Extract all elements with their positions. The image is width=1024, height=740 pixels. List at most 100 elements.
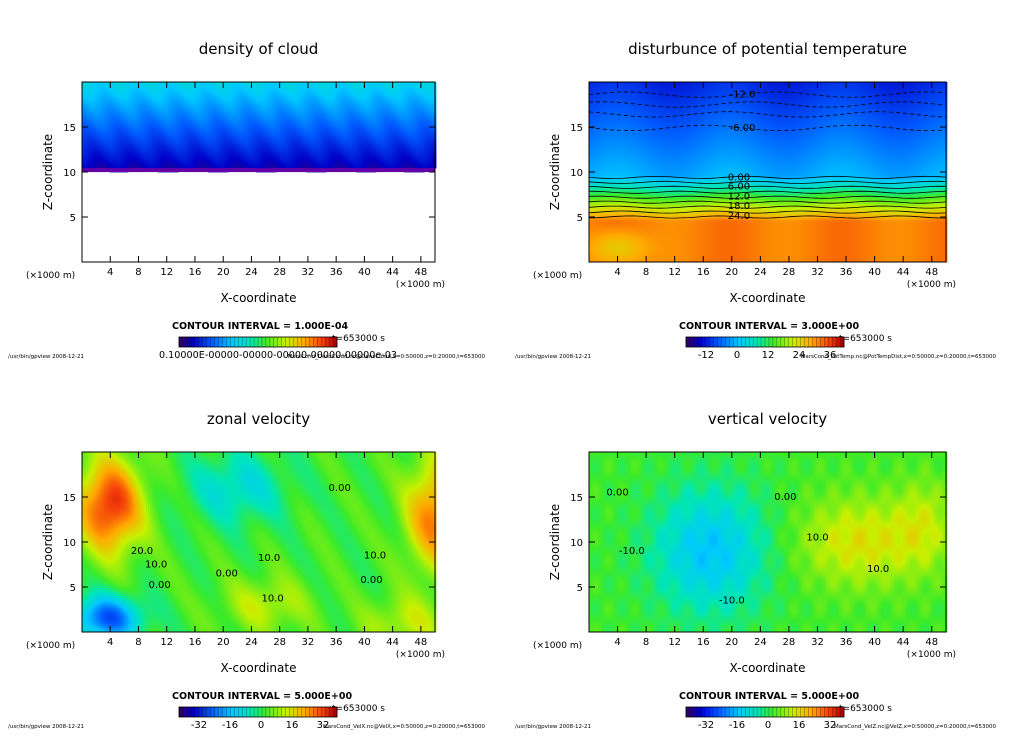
x-tick-label: 20 <box>725 637 738 648</box>
chart-panel-4: vertical velocity0.00-10.00.0010.010.0-1… <box>515 410 996 731</box>
x-tick-label: 32 <box>811 267 824 278</box>
x-tick-label: 28 <box>273 267 286 278</box>
x-tick-label: 24 <box>754 637 767 648</box>
y-tick-label: 15 <box>570 123 583 134</box>
footer-command: /usr/bin/gpview 2008-12-21 <box>8 724 84 730</box>
contour-label: 10.0 <box>364 551 386 562</box>
contour-label: 24.0 <box>728 211 750 222</box>
y-tick-label: 15 <box>570 493 583 504</box>
x-unit-label-right: (×1000 m) <box>396 280 445 290</box>
x-tick-label: 36 <box>330 267 343 278</box>
contour-interval: CONTOUR INTERVAL = 1.000E-04 <box>172 321 348 332</box>
footer-command: /usr/bin/gpview 2008-12-21 <box>8 354 84 360</box>
contour-label: 0.00 <box>216 569 238 580</box>
x-tick-label: 28 <box>783 267 796 278</box>
x-tick-label: 12 <box>668 267 681 278</box>
colorbar-tick-label: -32 <box>698 720 714 731</box>
colorbar-tick-label: -16 <box>729 720 745 731</box>
x-tick-label: 16 <box>697 267 710 278</box>
footer-command: /usr/bin/gpview 2008-12-21 <box>515 724 591 730</box>
colorbar-tick-label: -12 <box>698 350 714 361</box>
x-tick-label: 20 <box>217 267 230 278</box>
colorbar-tick-label: 0 <box>258 720 264 731</box>
x-tick-label: 8 <box>135 267 141 278</box>
colorbar-tick-label: -16 <box>222 720 238 731</box>
y-tick-label: 10 <box>63 168 76 179</box>
contour-label: 20.0 <box>131 546 153 557</box>
footer-command: /usr/bin/gpview 2008-12-21 <box>515 354 591 360</box>
colorbar-tick-label: 16 <box>286 720 299 731</box>
time-label: t=653000 s <box>839 704 892 714</box>
x-tick-label: 16 <box>697 637 710 648</box>
colorbar <box>179 337 337 347</box>
x-unit-label-left: (×1000 m) <box>533 641 582 651</box>
contour-label: 10.0 <box>258 553 280 564</box>
colorbar-tick-label: 0 <box>765 720 771 731</box>
y-tick-label: 5 <box>577 583 583 594</box>
x-tick-label: 24 <box>245 637 258 648</box>
contour-label: -12.0 <box>730 90 756 101</box>
x-tick-label: 24 <box>245 267 258 278</box>
x-tick-label: 32 <box>302 637 315 648</box>
x-tick-label: 36 <box>840 267 853 278</box>
x-unit-label-left: (×1000 m) <box>26 641 75 651</box>
contour-interval: CONTOUR INTERVAL = 5.000E+00 <box>172 691 352 702</box>
y-axis-label: Z-coordinate <box>548 134 562 210</box>
colorbar <box>179 707 337 717</box>
contour-label: 10.0 <box>261 594 283 605</box>
y-tick-label: 5 <box>70 583 76 594</box>
footer-source: MarsCond_DensCloud.nc@DensCloud,x=0:5000… <box>288 354 486 360</box>
x-axis-label: X-coordinate <box>730 291 806 305</box>
contour-label: 0.00 <box>329 483 351 494</box>
footer-source: MarsCond_VelX.nc@VelX,x=0:50000,z=0:2000… <box>323 724 486 730</box>
contour-label: 0.00 <box>606 488 628 499</box>
y-tick-label: 15 <box>63 493 76 504</box>
chart-panel-2: disturbunce of potential temperature-12.… <box>515 40 996 361</box>
x-tick-label: 48 <box>415 267 428 278</box>
colorbar-tick-label: 16 <box>793 720 806 731</box>
x-tick-label: 12 <box>160 637 173 648</box>
x-tick-label: 44 <box>897 267 910 278</box>
x-tick-label: 4 <box>614 637 620 648</box>
y-tick-label: 10 <box>570 538 583 549</box>
contour-label: 10.0 <box>867 564 889 575</box>
chart-title: vertical velocity <box>708 410 827 428</box>
x-tick-label: 32 <box>302 267 315 278</box>
contour-label: -10.0 <box>719 596 745 607</box>
y-tick-label: 15 <box>63 123 76 134</box>
x-tick-label: 4 <box>107 637 113 648</box>
x-unit-label-right: (×1000 m) <box>907 280 956 290</box>
colorbar <box>686 707 844 717</box>
footer-source: MarsCond_PotTemp.nc@PotTempDist,x=0:5000… <box>801 354 997 360</box>
x-tick-label: 44 <box>386 637 399 648</box>
heatmap-field <box>589 452 947 632</box>
colorbar-tick-label: 12 <box>762 350 775 361</box>
y-axis-label: Z-coordinate <box>41 134 55 210</box>
contour-label: 0.00 <box>360 575 382 586</box>
x-tick-label: 28 <box>273 637 286 648</box>
x-tick-label: 40 <box>358 637 371 648</box>
x-tick-label: 16 <box>189 637 202 648</box>
contour-label: 0.00 <box>149 580 171 591</box>
x-tick-label: 24 <box>754 267 767 278</box>
x-tick-label: 40 <box>358 267 371 278</box>
colorbar-tick-label: -32 <box>191 720 207 731</box>
heatmap-field <box>82 452 436 632</box>
y-tick-label: 10 <box>570 168 583 179</box>
x-tick-label: 20 <box>217 637 230 648</box>
x-tick-label: 32 <box>811 637 824 648</box>
x-tick-label: 20 <box>725 267 738 278</box>
contour-label: 10.0 <box>806 533 828 544</box>
footer-source: MarsCond_VelZ.nc@VelZ,x=0:50000,z=0:2000… <box>834 724 997 730</box>
x-tick-label: 8 <box>135 637 141 648</box>
x-axis-label: X-coordinate <box>221 291 297 305</box>
y-tick-label: 5 <box>577 213 583 224</box>
time-label: t=653000 s <box>332 334 385 344</box>
x-tick-label: 40 <box>868 637 881 648</box>
time-label: t=653000 s <box>332 704 385 714</box>
colorbar <box>686 337 844 347</box>
x-tick-label: 36 <box>330 637 343 648</box>
contour-interval: CONTOUR INTERVAL = 5.000E+00 <box>679 691 859 702</box>
y-tick-label: 10 <box>63 538 76 549</box>
